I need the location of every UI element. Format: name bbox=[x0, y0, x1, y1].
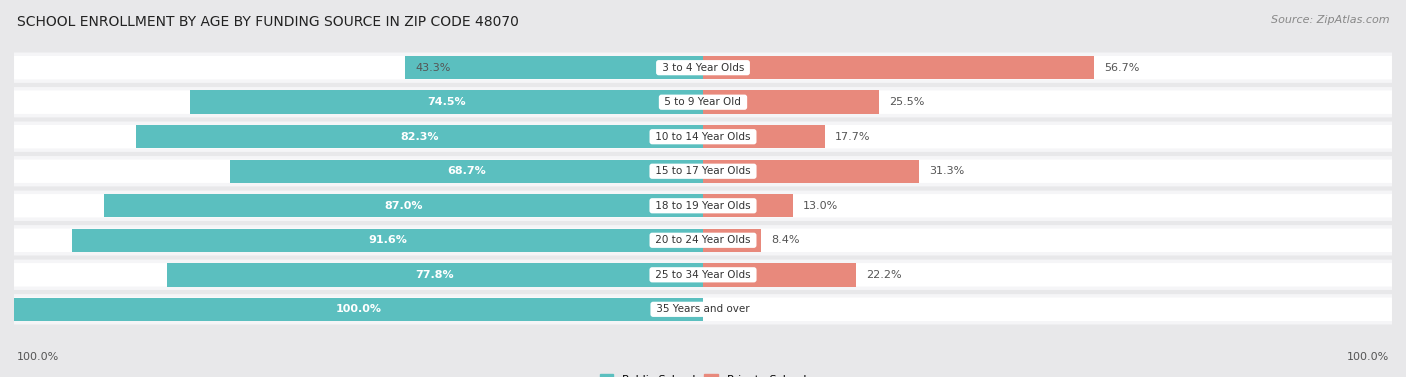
Bar bbox=[703, 125, 825, 149]
Text: 20 to 24 Year Olds: 20 to 24 Year Olds bbox=[652, 235, 754, 245]
FancyBboxPatch shape bbox=[14, 121, 1392, 152]
Text: 100.0%: 100.0% bbox=[336, 304, 381, 314]
FancyBboxPatch shape bbox=[14, 87, 1392, 117]
FancyBboxPatch shape bbox=[14, 190, 1392, 221]
Bar bbox=[136, 125, 703, 149]
Bar bbox=[72, 228, 703, 252]
Bar bbox=[104, 194, 703, 218]
Text: 31.3%: 31.3% bbox=[929, 166, 965, 176]
Bar bbox=[703, 263, 856, 287]
Text: 17.7%: 17.7% bbox=[835, 132, 870, 142]
Bar bbox=[703, 228, 761, 252]
Text: 10 to 14 Year Olds: 10 to 14 Year Olds bbox=[652, 132, 754, 142]
FancyBboxPatch shape bbox=[14, 56, 1392, 80]
Bar bbox=[14, 297, 703, 321]
Bar bbox=[703, 159, 918, 183]
Text: 82.3%: 82.3% bbox=[401, 132, 439, 142]
Text: 8.4%: 8.4% bbox=[772, 235, 800, 245]
Text: 5 to 9 Year Old: 5 to 9 Year Old bbox=[661, 97, 745, 107]
Text: 0.0%: 0.0% bbox=[713, 304, 741, 314]
FancyBboxPatch shape bbox=[14, 52, 1392, 83]
Text: Source: ZipAtlas.com: Source: ZipAtlas.com bbox=[1271, 15, 1389, 25]
FancyBboxPatch shape bbox=[14, 225, 1392, 256]
Text: 100.0%: 100.0% bbox=[1347, 352, 1389, 362]
Text: 56.7%: 56.7% bbox=[1104, 63, 1139, 73]
FancyBboxPatch shape bbox=[14, 156, 1392, 187]
FancyBboxPatch shape bbox=[14, 159, 1392, 183]
FancyBboxPatch shape bbox=[14, 297, 1392, 321]
Text: 43.3%: 43.3% bbox=[415, 63, 450, 73]
Text: 77.8%: 77.8% bbox=[416, 270, 454, 280]
FancyBboxPatch shape bbox=[14, 260, 1392, 290]
Text: 74.5%: 74.5% bbox=[427, 97, 465, 107]
Bar bbox=[703, 194, 793, 218]
Text: 22.2%: 22.2% bbox=[866, 270, 901, 280]
Bar bbox=[405, 56, 703, 80]
Text: 25 to 34 Year Olds: 25 to 34 Year Olds bbox=[652, 270, 754, 280]
Text: SCHOOL ENROLLMENT BY AGE BY FUNDING SOURCE IN ZIP CODE 48070: SCHOOL ENROLLMENT BY AGE BY FUNDING SOUR… bbox=[17, 15, 519, 29]
FancyBboxPatch shape bbox=[14, 90, 1392, 114]
FancyBboxPatch shape bbox=[14, 228, 1392, 252]
Bar bbox=[167, 263, 703, 287]
Text: 25.5%: 25.5% bbox=[889, 97, 924, 107]
Bar bbox=[703, 90, 879, 114]
Bar bbox=[229, 159, 703, 183]
Text: 91.6%: 91.6% bbox=[368, 235, 406, 245]
FancyBboxPatch shape bbox=[14, 294, 1392, 325]
Text: 3 to 4 Year Olds: 3 to 4 Year Olds bbox=[658, 63, 748, 73]
Text: 68.7%: 68.7% bbox=[447, 166, 485, 176]
Text: 100.0%: 100.0% bbox=[17, 352, 59, 362]
Text: 87.0%: 87.0% bbox=[384, 201, 423, 211]
Text: 18 to 19 Year Olds: 18 to 19 Year Olds bbox=[652, 201, 754, 211]
Bar bbox=[190, 90, 703, 114]
Text: 13.0%: 13.0% bbox=[803, 201, 838, 211]
Text: 15 to 17 Year Olds: 15 to 17 Year Olds bbox=[652, 166, 754, 176]
Text: 35 Years and over: 35 Years and over bbox=[652, 304, 754, 314]
FancyBboxPatch shape bbox=[14, 263, 1392, 287]
FancyBboxPatch shape bbox=[14, 125, 1392, 149]
Bar bbox=[703, 56, 1094, 80]
FancyBboxPatch shape bbox=[14, 194, 1392, 218]
Legend: Public School, Private School: Public School, Private School bbox=[595, 370, 811, 377]
